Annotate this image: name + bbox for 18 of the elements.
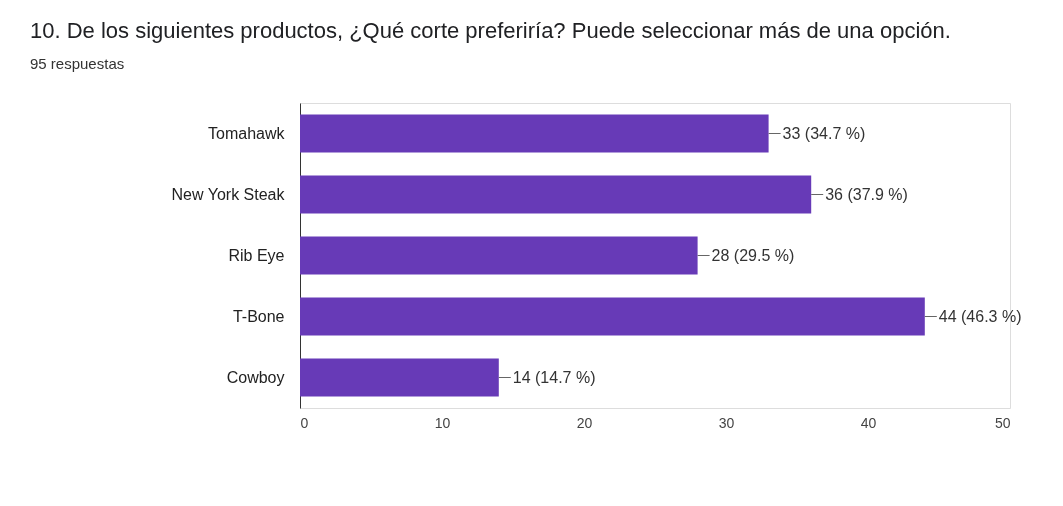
y-tick-label: Tomahawk — [208, 124, 286, 142]
data-label: 44 (46.3 %) — [938, 307, 1022, 325]
x-tick-label: 40 — [860, 414, 877, 431]
data-label: 33 (34.7 %) — [782, 124, 866, 142]
x-tick-label: 10 — [434, 414, 451, 431]
x-tick-label: 20 — [576, 414, 593, 431]
x-tick-label: 50 — [994, 414, 1011, 431]
x-tick-label: 30 — [718, 414, 735, 431]
chart-title: 10. De los siguientes productos, ¿Qué corte preferiría? Puede seleccionar más de una opción. — [30, 18, 951, 43]
data-label: 14 (14.7 %) — [512, 368, 596, 386]
y-tick-label: New York Steak — [171, 185, 286, 203]
y-tick-label: T-Bone — [232, 307, 285, 325]
y-tick-label: Rib Eye — [228, 246, 285, 264]
x-tick-label: 0 — [300, 414, 309, 431]
y-tick-label: Cowboy — [226, 368, 285, 386]
data-label: 36 (37.9 %) — [825, 185, 908, 203]
text: 95 respuestas — [30, 55, 125, 72]
data-label: 28 (29.5 %) — [711, 246, 795, 264]
